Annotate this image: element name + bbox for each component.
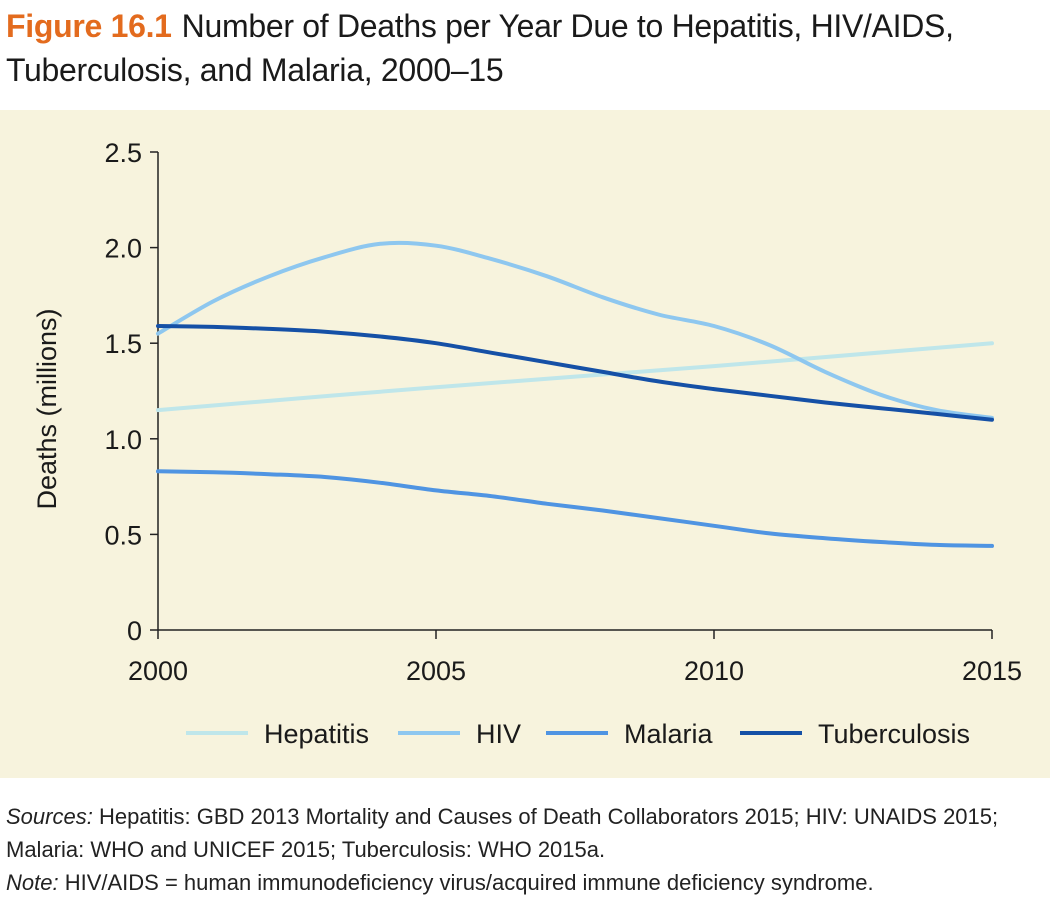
axes-layer: 0 0.5 1.0 1.5 2.0 2.5 2000 2005 2010 2015 Deaths (… xyxy=(32,138,1022,686)
legend-label-tuberculosis: Tuberculosis xyxy=(818,719,970,749)
series-layer xyxy=(156,240,994,548)
x-tick-label: 2005 xyxy=(406,656,466,686)
sources-text: Hepatitis: GBD 2013 Mortality and Causes… xyxy=(6,804,999,862)
y-tick-label: 2.5 xyxy=(104,138,142,168)
series-line-malaria xyxy=(156,469,994,548)
line-chart: 0 0.5 1.0 1.5 2.0 2.5 2000 2005 2010 2015 Deaths (… xyxy=(32,138,1022,749)
figure-header: Figure 16.1 Number of Deaths per Year Due… xyxy=(6,4,1046,92)
note-text: HIV/AIDS = human immunodeficiency virus/… xyxy=(58,870,874,895)
figure-title: Number of Deaths per Year Due to Hepatit… xyxy=(6,8,954,88)
figure-notes: Sources: Hepatitis: GBD 2013 Mortality a… xyxy=(6,800,1046,899)
figure-label: Figure 16.1 xyxy=(6,8,172,44)
abbreviation-note: Note: HIV/AIDS = human immunodeficiency … xyxy=(6,866,1046,899)
note-label: Note: xyxy=(6,870,59,895)
legend-label-malaria: Malaria xyxy=(624,719,714,749)
series-line-hiv xyxy=(156,240,994,420)
legend-label-hiv: HIV xyxy=(476,719,521,749)
series-line-hepatitis xyxy=(156,341,994,413)
series-line-tuberculosis xyxy=(156,324,994,422)
y-tick-label: 2.0 xyxy=(104,234,142,264)
y-axis-title: Deaths (millions) xyxy=(32,308,62,509)
y-tick-label: 1.0 xyxy=(104,425,142,455)
sources-note: Sources: Hepatitis: GBD 2013 Mortality a… xyxy=(6,800,1046,866)
x-tick-label: 2010 xyxy=(684,656,744,686)
y-tick-label: 0.5 xyxy=(104,520,142,550)
sources-label: Sources: xyxy=(6,804,93,829)
x-tick-label: 2015 xyxy=(962,656,1022,686)
legend: Hepatitis HIV Malaria Tuberculosis xyxy=(186,719,970,749)
legend-label-hepatitis: Hepatitis xyxy=(264,719,369,749)
y-tick-label: 1.5 xyxy=(104,329,142,359)
chart-panel: 0 0.5 1.0 1.5 2.0 2.5 2000 2005 2010 2015 Deaths (… xyxy=(0,110,1050,778)
x-tick-label: 2000 xyxy=(128,656,188,686)
y-tick-label: 0 xyxy=(127,616,142,646)
